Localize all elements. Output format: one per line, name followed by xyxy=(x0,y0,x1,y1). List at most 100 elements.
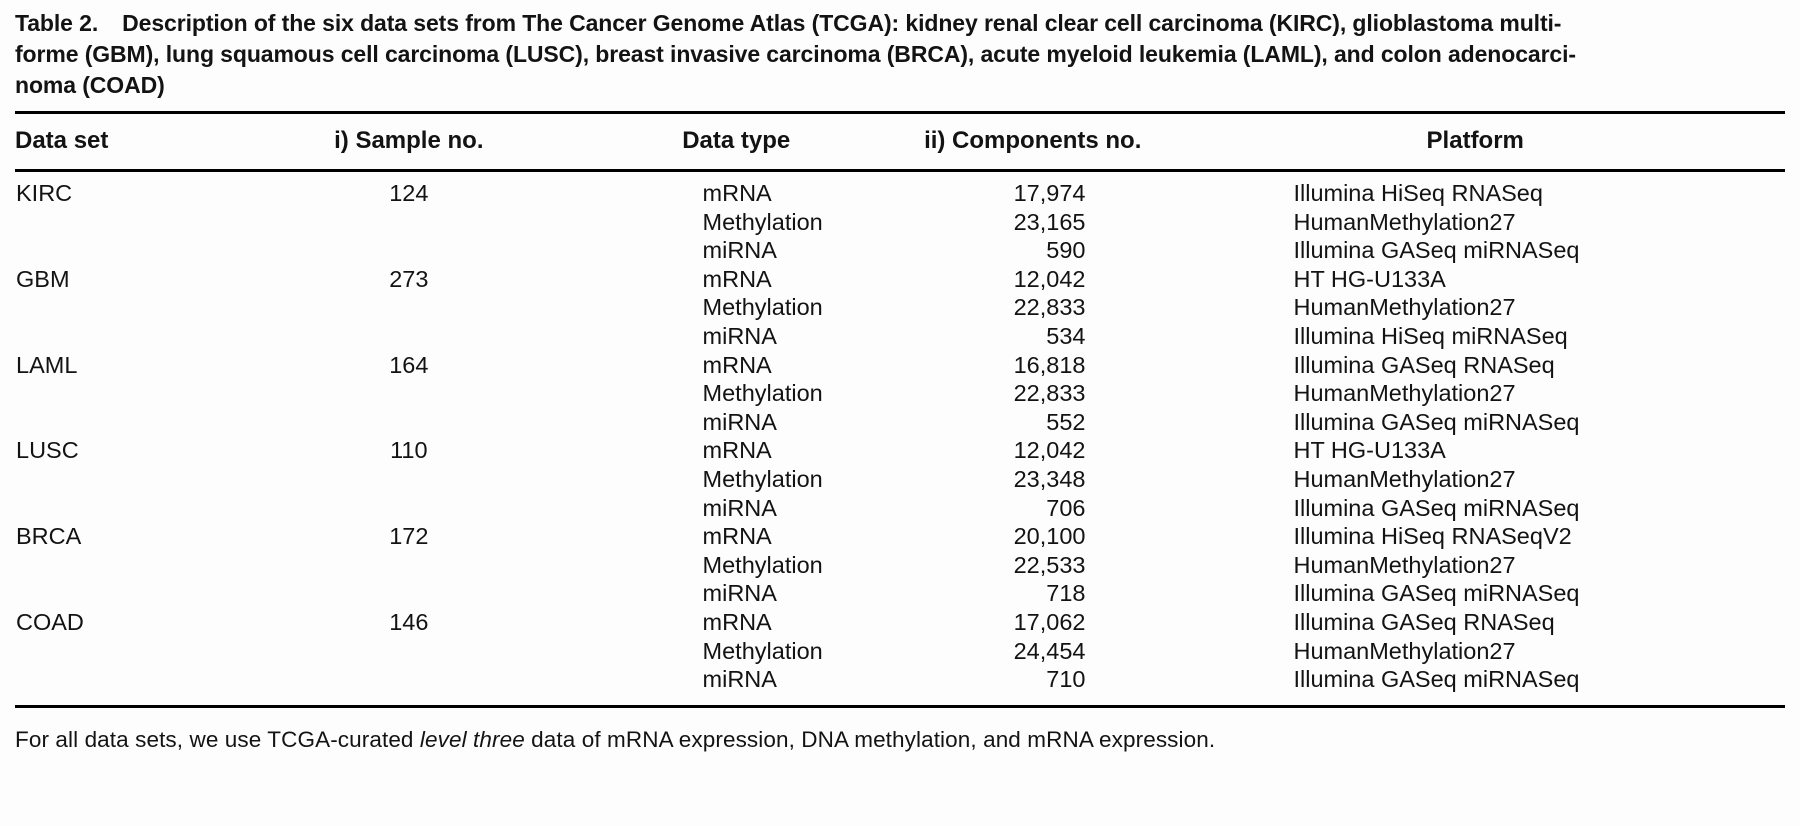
cell-sample-no: 146 xyxy=(389,608,429,635)
table-row: miRNA 590 Illumina GASeq miRNASeq xyxy=(15,236,1785,265)
cell-platform: Illumina GASeq miRNASeq xyxy=(1293,494,1580,521)
header-platform: Platform xyxy=(1426,127,1524,154)
table-row: Methylation 23,348 HumanMethylation27 xyxy=(15,465,1785,494)
cell-components-no: 718 xyxy=(1046,580,1086,607)
cell-platform: Illumina HiSeq RNASeqV2 xyxy=(1293,523,1572,550)
cell-components-no: 12,042 xyxy=(1013,265,1086,292)
cell-data-set xyxy=(15,322,245,351)
cell-components-no: 552 xyxy=(1046,408,1086,435)
cell-sample-no xyxy=(245,379,572,408)
cell-data-set: LAML xyxy=(16,351,78,378)
cell-data-type: mRNA xyxy=(702,523,772,550)
cell-components-no: 590 xyxy=(1046,237,1086,264)
table-row: miRNA 534 Illumina HiSeq miRNASeq xyxy=(15,322,1785,351)
cell-components-no: 710 xyxy=(1046,666,1086,693)
cell-platform: HumanMethylation27 xyxy=(1293,465,1516,492)
cell-data-type: Methylation xyxy=(702,551,823,578)
cell-components-no: 24,454 xyxy=(1013,637,1086,664)
table-row: Methylation 23,165 HumanMethylation27 xyxy=(15,208,1785,237)
cell-platform: Illumina HiSeq miRNASeq xyxy=(1293,322,1568,349)
caption-text-1: Description of the six data sets from Th… xyxy=(122,10,1562,36)
table-row: COAD 146 mRNA 17,062 Illumina GASeq RNAS… xyxy=(15,608,1785,637)
cell-components-no: 16,818 xyxy=(1013,351,1086,378)
footnote-text-pre: For all data sets, we use TCGA-curated xyxy=(15,726,420,752)
cell-platform: HumanMethylation27 xyxy=(1293,208,1516,235)
cell-platform: HumanMethylation27 xyxy=(1293,551,1516,578)
cell-platform: Illumina GASeq miRNASeq xyxy=(1293,580,1580,607)
cell-data-type: mRNA xyxy=(702,608,772,635)
cell-sample-no xyxy=(245,579,572,608)
table-row: Methylation 22,533 HumanMethylation27 xyxy=(15,551,1785,580)
cell-data-set xyxy=(15,408,245,437)
cell-platform: Illumina GASeq miRNASeq xyxy=(1293,666,1580,693)
table-row: miRNA 706 Illumina GASeq miRNASeq xyxy=(15,494,1785,523)
cell-data-type: Methylation xyxy=(702,208,823,235)
footnote-text-post: data of mRNA expression, DNA methylation… xyxy=(524,726,1216,752)
cell-platform: Illumina GASeq RNASeq xyxy=(1293,608,1555,635)
cell-data-type: miRNA xyxy=(702,408,777,435)
cell-sample-no xyxy=(245,322,572,351)
cell-data-type: mRNA xyxy=(702,351,772,378)
cell-sample-no xyxy=(245,293,572,322)
cell-data-set xyxy=(15,494,245,523)
datasets-table: Data set i) Sample no. Data type ii) Com… xyxy=(15,111,1785,708)
table-row: Methylation 24,454 HumanMethylation27 xyxy=(15,637,1785,666)
cell-data-type: mRNA xyxy=(702,180,772,206)
cell-components-no: 22,833 xyxy=(1013,294,1086,321)
cell-components-no: 534 xyxy=(1046,322,1086,349)
footnote-italic-term: level three xyxy=(419,726,525,752)
cell-platform: Illumina HiSeq RNASeq xyxy=(1293,180,1543,206)
cell-platform: Illumina GASeq miRNASeq xyxy=(1293,237,1580,264)
cell-data-type: Methylation xyxy=(702,294,823,321)
caption-line-2: forme (GBM), lung squamous cell carcinom… xyxy=(15,41,1576,67)
cell-data-type: Methylation xyxy=(702,637,823,664)
header-components-no: ii) Components no. xyxy=(924,127,1142,154)
cell-sample-no: 164 xyxy=(389,351,429,378)
cell-components-no: 23,348 xyxy=(1013,465,1086,492)
cell-components-no: 17,062 xyxy=(1013,608,1086,635)
cell-sample-no xyxy=(245,665,572,706)
paper-table-figure: Table 2. Description of the six data sets… xyxy=(15,8,1785,753)
cell-data-set: GBM xyxy=(16,265,70,292)
cell-sample-no: 172 xyxy=(389,523,429,550)
cell-data-type: miRNA xyxy=(702,666,777,693)
cell-data-set xyxy=(15,293,245,322)
table-row: LAML 164 mRNA 16,818 Illumina GASeq RNAS… xyxy=(15,351,1785,380)
header-data-set: Data set xyxy=(15,127,109,154)
table-row: Methylation 22,833 HumanMethylation27 xyxy=(15,293,1785,322)
cell-data-type: Methylation xyxy=(702,465,823,492)
table-caption: Table 2. Description of the six data sets… xyxy=(15,8,1785,101)
cell-components-no: 22,833 xyxy=(1013,380,1086,407)
table-row: BRCA 172 mRNA 20,100 Illumina HiSeq RNAS… xyxy=(15,522,1785,551)
cell-data-set xyxy=(15,551,245,580)
cell-data-set xyxy=(15,665,245,706)
table-footnote: For all data sets, we use TCGA-curated l… xyxy=(15,727,1785,753)
cell-sample-no xyxy=(245,236,572,265)
cell-sample-no xyxy=(245,408,572,437)
cell-platform: HumanMethylation27 xyxy=(1293,637,1516,664)
cell-components-no: 12,042 xyxy=(1013,437,1086,464)
table-header: Data set i) Sample no. Data type ii) Com… xyxy=(15,113,1785,171)
header-sample-no: i) Sample no. xyxy=(334,127,484,154)
table-body: KIRC 124 mRNA 17,974 Illumina HiSeq RNAS… xyxy=(15,171,1785,707)
table-row: miRNA 552 Illumina GASeq miRNASeq xyxy=(15,408,1785,437)
caption-line-1: Table 2. Description of the six data sets… xyxy=(15,8,1785,39)
table-row: GBM 273 mRNA 12,042 HT HG-U133A xyxy=(15,265,1785,294)
cell-sample-no xyxy=(245,551,572,580)
cell-data-type: mRNA xyxy=(702,437,772,464)
cell-sample-no xyxy=(245,208,572,237)
cell-data-type: miRNA xyxy=(702,322,777,349)
cell-data-type: Methylation xyxy=(702,380,823,407)
table-row: Methylation 22,833 HumanMethylation27 xyxy=(15,379,1785,408)
cell-data-set xyxy=(15,579,245,608)
cell-data-set xyxy=(15,236,245,265)
cell-data-set xyxy=(15,637,245,666)
cell-sample-no xyxy=(245,465,572,494)
cell-platform: HumanMethylation27 xyxy=(1293,294,1516,321)
cell-platform: HT HG-U133A xyxy=(1293,265,1446,292)
cell-sample-no: 124 xyxy=(389,180,429,206)
header-row: Data set i) Sample no. Data type ii) Com… xyxy=(15,113,1785,171)
cell-sample-no: 273 xyxy=(389,265,429,292)
table-row: KIRC 124 mRNA 17,974 Illumina HiSeq RNAS… xyxy=(15,171,1785,208)
cell-platform: Illumina GASeq miRNASeq xyxy=(1293,408,1580,435)
